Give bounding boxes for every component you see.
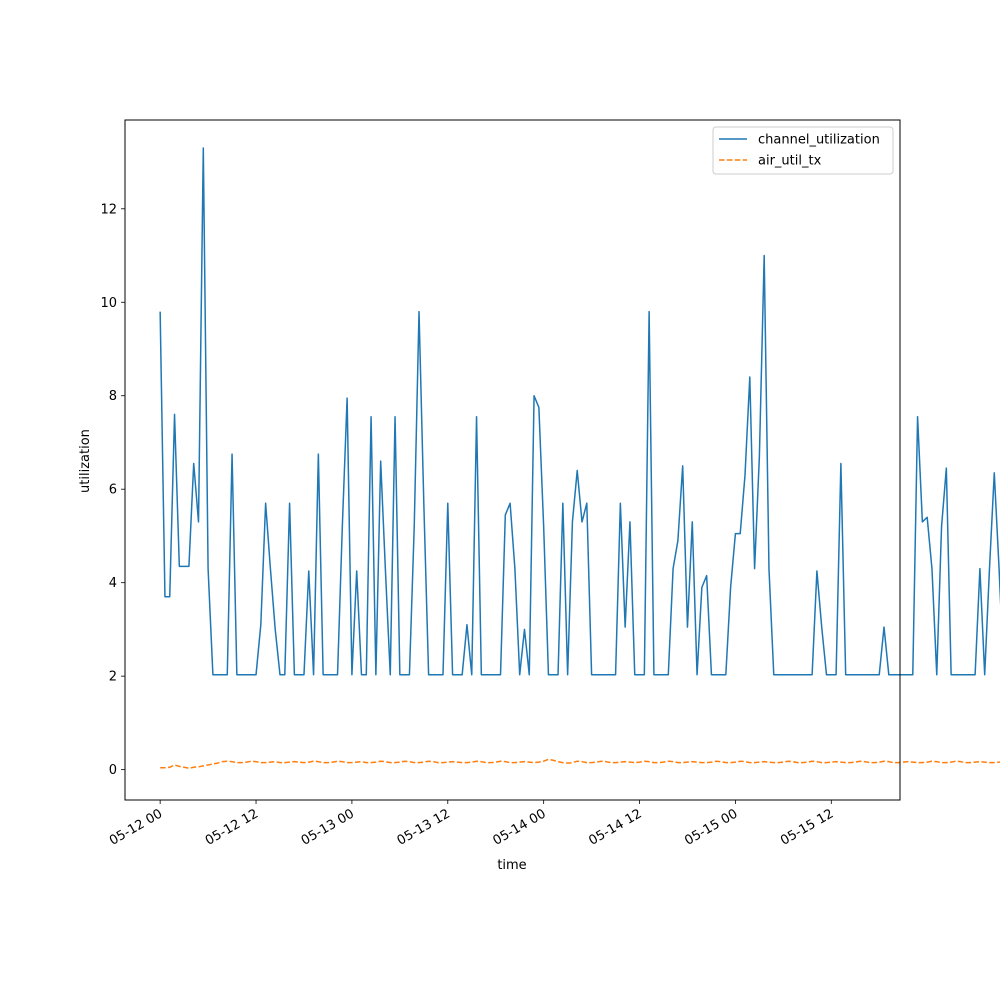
series-line-channel-utilization (159, 147, 1000, 676)
legend: channel_utilization air_util_tx (712, 126, 894, 175)
plot-frame (124, 119, 901, 801)
x-axis-label: time (497, 858, 526, 873)
y-tick-label: 0 (109, 763, 117, 778)
x-tick-label: 05-15 00 (682, 806, 740, 848)
axis-layer: 0 2 4 6 8 10 12 05-12 00 05-12 12 05-13 00 05-13 1… (100, 202, 836, 848)
x-tick-label: 05-13 12 (395, 806, 453, 848)
y-tick-label: 4 (109, 576, 117, 591)
y-tick-label: 12 (100, 202, 117, 217)
y-tick-label: 8 (109, 389, 117, 404)
x-tick-label: 05-12 12 (203, 806, 261, 848)
legend-label-air-util-tx: air_util_tx (758, 154, 822, 169)
legend-box (712, 126, 894, 175)
y-axis-label: utilization (78, 429, 93, 493)
y-tick-label: 10 (100, 296, 117, 311)
series-line-air-util-tx (160, 758, 1000, 769)
x-tick-label: 05-12 00 (107, 806, 165, 848)
data-layer (159, 147, 1000, 769)
x-tick-label: 05-13 00 (299, 806, 357, 848)
x-tick-label: 05-15 12 (778, 806, 836, 848)
y-tick-label: 6 (109, 483, 117, 498)
x-tick-label: 05-14 00 (491, 806, 549, 848)
x-tick-label: 05-14 12 (586, 806, 644, 848)
legend-label-channel-utilization: channel_utilization (758, 133, 880, 148)
y-tick-label: 2 (109, 670, 117, 685)
